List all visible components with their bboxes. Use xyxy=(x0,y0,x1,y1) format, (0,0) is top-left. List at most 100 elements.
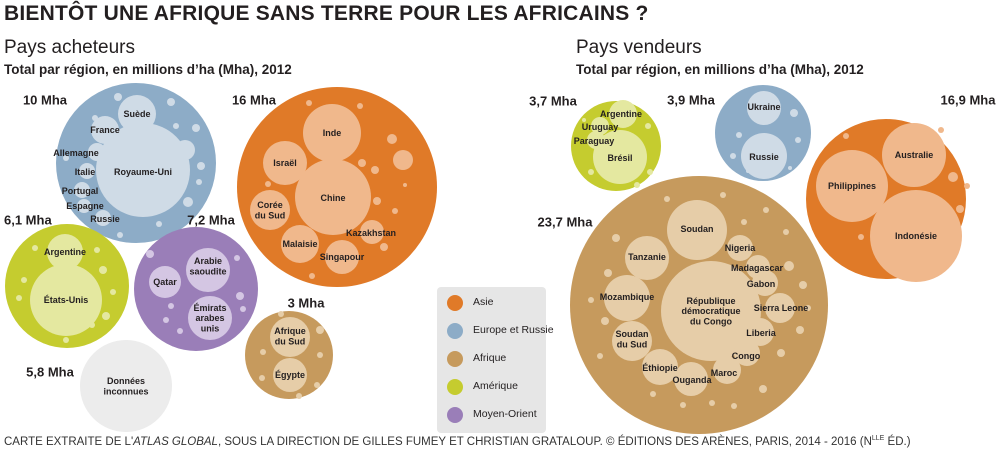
small-country-dot xyxy=(612,234,620,242)
country-label: Données inconnues xyxy=(103,376,148,396)
small-country-dot xyxy=(16,295,22,301)
small-country-dot xyxy=(604,269,612,277)
small-country-dot xyxy=(392,208,398,214)
small-country-dot xyxy=(92,115,98,121)
small-country-dot xyxy=(21,277,27,283)
country-bubble-arabie-saoudite xyxy=(186,248,230,292)
small-country-dot xyxy=(741,219,747,225)
small-country-dot xyxy=(163,317,169,323)
region-total-label: 16 Mha xyxy=(232,93,277,108)
country-label: Royaume-Uni xyxy=(114,167,172,177)
small-country-dot xyxy=(709,400,715,406)
small-country-dot xyxy=(314,382,320,388)
country-bubble-australie xyxy=(882,123,946,187)
region-bubble-unknown xyxy=(80,340,172,432)
small-country-dot xyxy=(736,132,742,138)
small-country-dot xyxy=(110,289,116,295)
country-bubble-allemagne xyxy=(88,143,106,161)
country-bubble-qatar xyxy=(149,266,181,298)
country-bubble-royaume-uni xyxy=(96,123,190,217)
country-bubble-espagne xyxy=(77,199,91,213)
small-country-dot xyxy=(634,182,640,188)
small-country-dot xyxy=(795,137,801,143)
small-country-dot xyxy=(240,306,246,312)
country-label: Arabie saoudite xyxy=(189,256,226,276)
country-bubble-inde xyxy=(303,104,361,162)
country-bubble-singapour xyxy=(325,240,359,274)
country-bubble-mozambique xyxy=(604,275,650,321)
small-country-dot xyxy=(730,153,736,159)
small-country-dot xyxy=(146,250,154,258)
small-country-dot xyxy=(167,98,175,106)
small-country-dot xyxy=(784,261,794,271)
small-country-dot xyxy=(173,123,179,129)
country-bubble-sierra-leone xyxy=(765,293,795,323)
country-bubble-malaisie xyxy=(281,225,319,263)
small-country-dot xyxy=(788,166,792,170)
country-label: Italie xyxy=(75,167,96,177)
small-country-dot xyxy=(373,197,381,205)
legend-label: Europe et Russie xyxy=(473,324,554,336)
small-country-dot xyxy=(796,326,804,334)
small-country-dot xyxy=(964,183,970,189)
small-country-dot xyxy=(647,169,653,175)
small-country-dot xyxy=(296,393,302,399)
small-country-dot xyxy=(63,155,69,161)
country-bubble-congo xyxy=(734,340,760,366)
small-country-dot xyxy=(197,162,205,170)
small-country-dot xyxy=(843,133,849,139)
small-country-dot xyxy=(317,352,323,358)
country-label: Sierra Leone xyxy=(754,303,809,313)
main-title: BIENTÔT UNE AFRIQUE SANS TERRE POUR LES … xyxy=(4,2,649,25)
small-country-dot xyxy=(597,353,603,359)
region-total-label: 10 Mha xyxy=(23,93,68,108)
country-bubble-portugal xyxy=(74,182,90,198)
country-bubble xyxy=(387,134,397,144)
region-total-label: 3,9 Mha xyxy=(667,93,715,108)
legend-label: Amérique xyxy=(473,380,518,392)
footer-atlas-title: ATLAS GLOBAL xyxy=(133,435,218,448)
small-country-dot xyxy=(156,221,162,227)
small-country-dot xyxy=(588,297,594,303)
country-bubble-italie xyxy=(79,163,95,179)
small-country-dot xyxy=(720,192,726,198)
country-bubble-uruguay xyxy=(591,117,609,135)
country-bubble-egypte xyxy=(273,358,307,392)
country-label: Mozambique xyxy=(600,292,655,302)
country-bubble-rdc xyxy=(661,261,761,361)
small-country-dot xyxy=(260,349,266,355)
small-country-dot xyxy=(278,311,284,317)
country-label: Soudan xyxy=(681,224,714,234)
country-bubble-france xyxy=(91,116,119,144)
small-country-dot xyxy=(114,93,122,101)
country-bubble-madagascar xyxy=(746,255,770,279)
small-country-dot xyxy=(63,337,69,343)
country-label: Indonésie xyxy=(895,231,937,241)
footer-superscript: LLE xyxy=(871,435,885,442)
country-label: Russie xyxy=(90,214,120,224)
country-bubble-soudan-du-sud xyxy=(612,321,652,361)
region-total-label: 3 Mha xyxy=(288,296,326,311)
country-label: Suède xyxy=(123,109,150,119)
country-bubble-argentine xyxy=(47,234,83,270)
small-country-dot xyxy=(805,305,811,311)
small-country-dot xyxy=(601,317,609,325)
country-label: Paraguay xyxy=(574,136,615,146)
small-country-dot xyxy=(309,273,315,279)
country-bubble-ukraine xyxy=(747,91,781,125)
legend-swatch-middleeast xyxy=(447,407,463,423)
country-bubble-ouganda xyxy=(674,362,708,396)
country-bubble xyxy=(393,150,413,170)
legend-label: Asie xyxy=(473,296,494,308)
country-label: Égypte xyxy=(275,370,305,380)
footer-text: , SOUS LA DIRECTION DE GILLES FUMEY ET C… xyxy=(217,435,872,448)
small-country-dot xyxy=(403,183,407,187)
country-label: Philippines xyxy=(828,181,876,191)
country-label: Argentine xyxy=(44,247,86,257)
legend-swatch-asia xyxy=(447,295,463,311)
small-country-dot xyxy=(371,166,379,174)
small-country-dot xyxy=(582,118,586,122)
region-total-label: 3,7 Mha xyxy=(529,94,577,109)
country-label: Tanzanie xyxy=(628,252,666,262)
small-country-dot xyxy=(357,103,363,109)
